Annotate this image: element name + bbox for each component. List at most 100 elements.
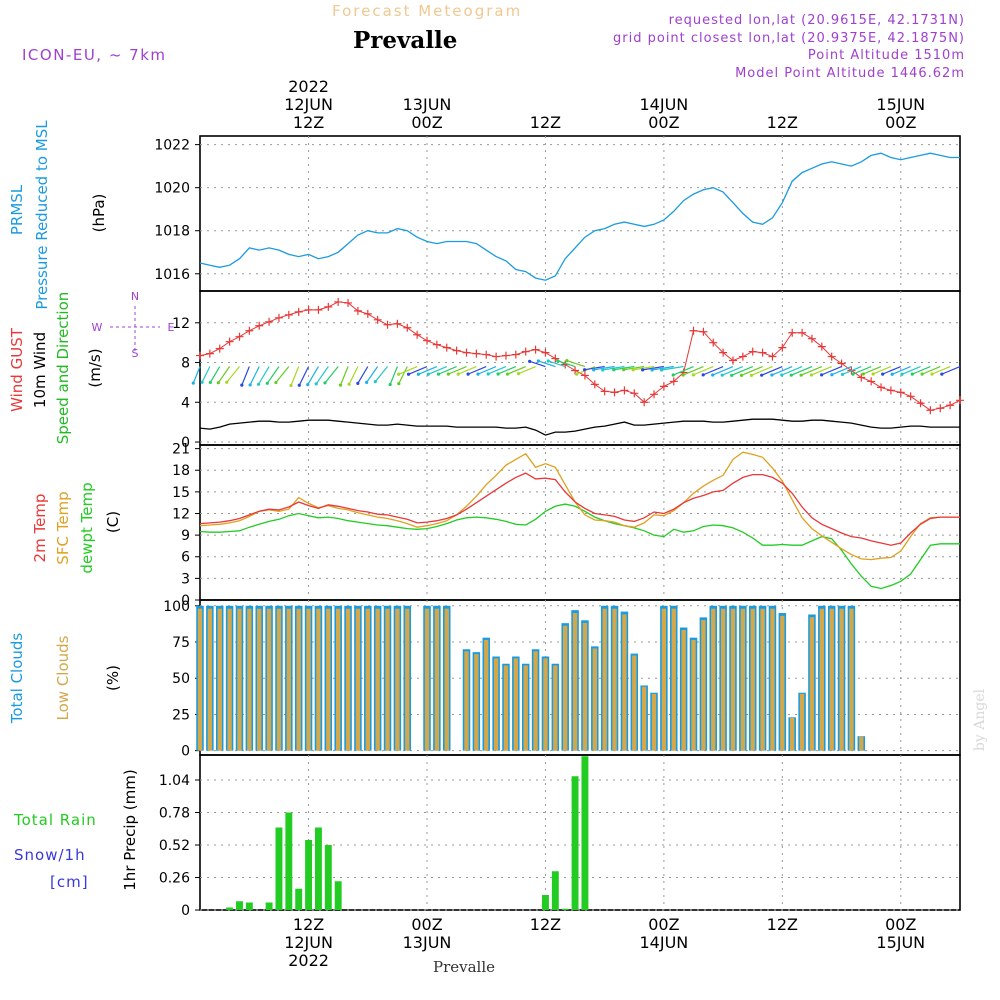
low-cloud-bar [572, 612, 578, 751]
wind-direction-arrow [613, 365, 635, 371]
wind-arrow-head [809, 373, 813, 377]
compass-e: E [168, 321, 175, 334]
gust-marker [196, 351, 204, 360]
gust-marker [353, 306, 362, 315]
wind-arrow-head [274, 380, 278, 385]
wind-arrow-head [456, 372, 460, 376]
low-cloud-bar [612, 608, 617, 751]
wind-direction-arrow [201, 366, 211, 383]
low-cloud-bar [286, 608, 292, 751]
low-cloud-bar [622, 614, 627, 751]
gust-ylabel: Wind GUST [8, 327, 26, 412]
gust-marker [393, 319, 402, 328]
wind-direction-arrow [852, 365, 872, 375]
wind-direction-arrow [931, 365, 951, 375]
ytick-label: 3 [181, 571, 190, 587]
panel-ylabels: PRMSL Pressure Reduced to MSL (hPa) Wind GU… [8, 120, 175, 891]
wind-arrow-head [314, 382, 318, 386]
model-altitude: Model Point Altitude 1446.62m [735, 66, 965, 81]
top-axis-date: 13JUN [403, 95, 452, 114]
wind-arrow-head [397, 382, 401, 386]
gust-marker [334, 297, 343, 306]
wind-arrow-head [446, 372, 450, 376]
wind-direction-arrow [448, 365, 467, 375]
wind-direction-arrow [623, 365, 645, 371]
wind-arrow-head [582, 368, 587, 372]
wind-direction-arrow [497, 365, 517, 375]
wind-arrow-head [289, 383, 293, 388]
gust-marker [719, 348, 728, 357]
wind-direction-arrow [811, 365, 832, 376]
gust-marker [807, 334, 816, 343]
gust-marker [926, 406, 935, 415]
low-cloud-bar [819, 608, 824, 751]
wind-direction-arrow [357, 366, 369, 384]
bottom-axis-date: 15JUN [876, 933, 925, 952]
gust-marker [521, 347, 530, 356]
wind-direction-arrow [863, 365, 882, 375]
wind-direction-arrow [661, 365, 684, 371]
pressure-unit: (hPa) [90, 194, 108, 233]
ytick-label: 75 [172, 635, 190, 651]
gust-marker [699, 327, 708, 336]
wind-direction-arrow [842, 365, 862, 375]
wind-arrow-head [536, 359, 541, 363]
low-cloud-bar [533, 651, 538, 751]
wind-direction-arrow [290, 366, 300, 386]
wind-arrow-head [347, 382, 351, 386]
wind-direction-arrow [921, 365, 941, 375]
bottom-location: Prevalle [433, 958, 495, 976]
gust-marker [442, 343, 451, 352]
total-clouds-ylabel: Total Clouds [8, 633, 26, 725]
low-cloud-bar [503, 665, 509, 751]
wind-direction-arrow [418, 365, 438, 375]
wind-arrow-head [297, 383, 301, 387]
ytick-label: 8 [181, 356, 190, 372]
wind-speed-line [199, 418, 960, 436]
bottom-axis-hour: 00Z [648, 915, 679, 934]
gust-marker [423, 336, 432, 345]
wind-direction-arrow [348, 366, 359, 385]
wind-direction-arrow [672, 365, 694, 376]
wind-unit: (m/s) [86, 348, 104, 387]
low-cloud-bar [563, 625, 568, 751]
ytick-label: 0 [181, 593, 190, 609]
rain-bar [542, 895, 549, 910]
wind-direction-arrow [458, 365, 477, 375]
panel-frame [199, 444, 961, 601]
gust-marker [590, 380, 599, 389]
wind-direction-arrow [258, 366, 270, 385]
low-cloud-bar [641, 686, 647, 751]
low-cloud-bar [523, 665, 528, 751]
wind-direction-arrow [741, 365, 763, 376]
wind-arrow-head [650, 368, 654, 372]
bottom-axis-hour: 12Z [530, 915, 561, 934]
wind-arrow-head [671, 373, 675, 377]
wind-direction-arrow [192, 366, 201, 384]
wind-arrow-head [388, 382, 392, 387]
ytick-label: 1016 [154, 267, 190, 283]
gust-marker [344, 298, 353, 307]
gust-marker [610, 388, 619, 397]
wind-direction-arrow [901, 365, 921, 375]
low-cloud-bar [375, 608, 380, 751]
temperature-panel: 0 3 6 9 12 15 18 21 [172, 442, 961, 609]
wind-arrow-head [840, 372, 845, 377]
wind-direction-arrow [398, 366, 408, 384]
gust-marker [580, 371, 589, 380]
top-axis-hour: 00Z [648, 113, 679, 132]
rain-bar [334, 881, 342, 910]
wind-arrow-head [265, 381, 269, 385]
wind-arrow-head [416, 372, 420, 376]
wind-arrow-head [200, 380, 204, 384]
low-cloud-bar [217, 608, 222, 751]
temp-unit: (C) [104, 511, 122, 533]
wind-arrow-head [575, 372, 579, 376]
wind-direction-arrow [275, 366, 290, 383]
wind-arrow-head [691, 373, 695, 377]
gust-marker [403, 323, 412, 332]
wind-direction-arrow [831, 365, 852, 376]
gust-marker [709, 338, 718, 347]
